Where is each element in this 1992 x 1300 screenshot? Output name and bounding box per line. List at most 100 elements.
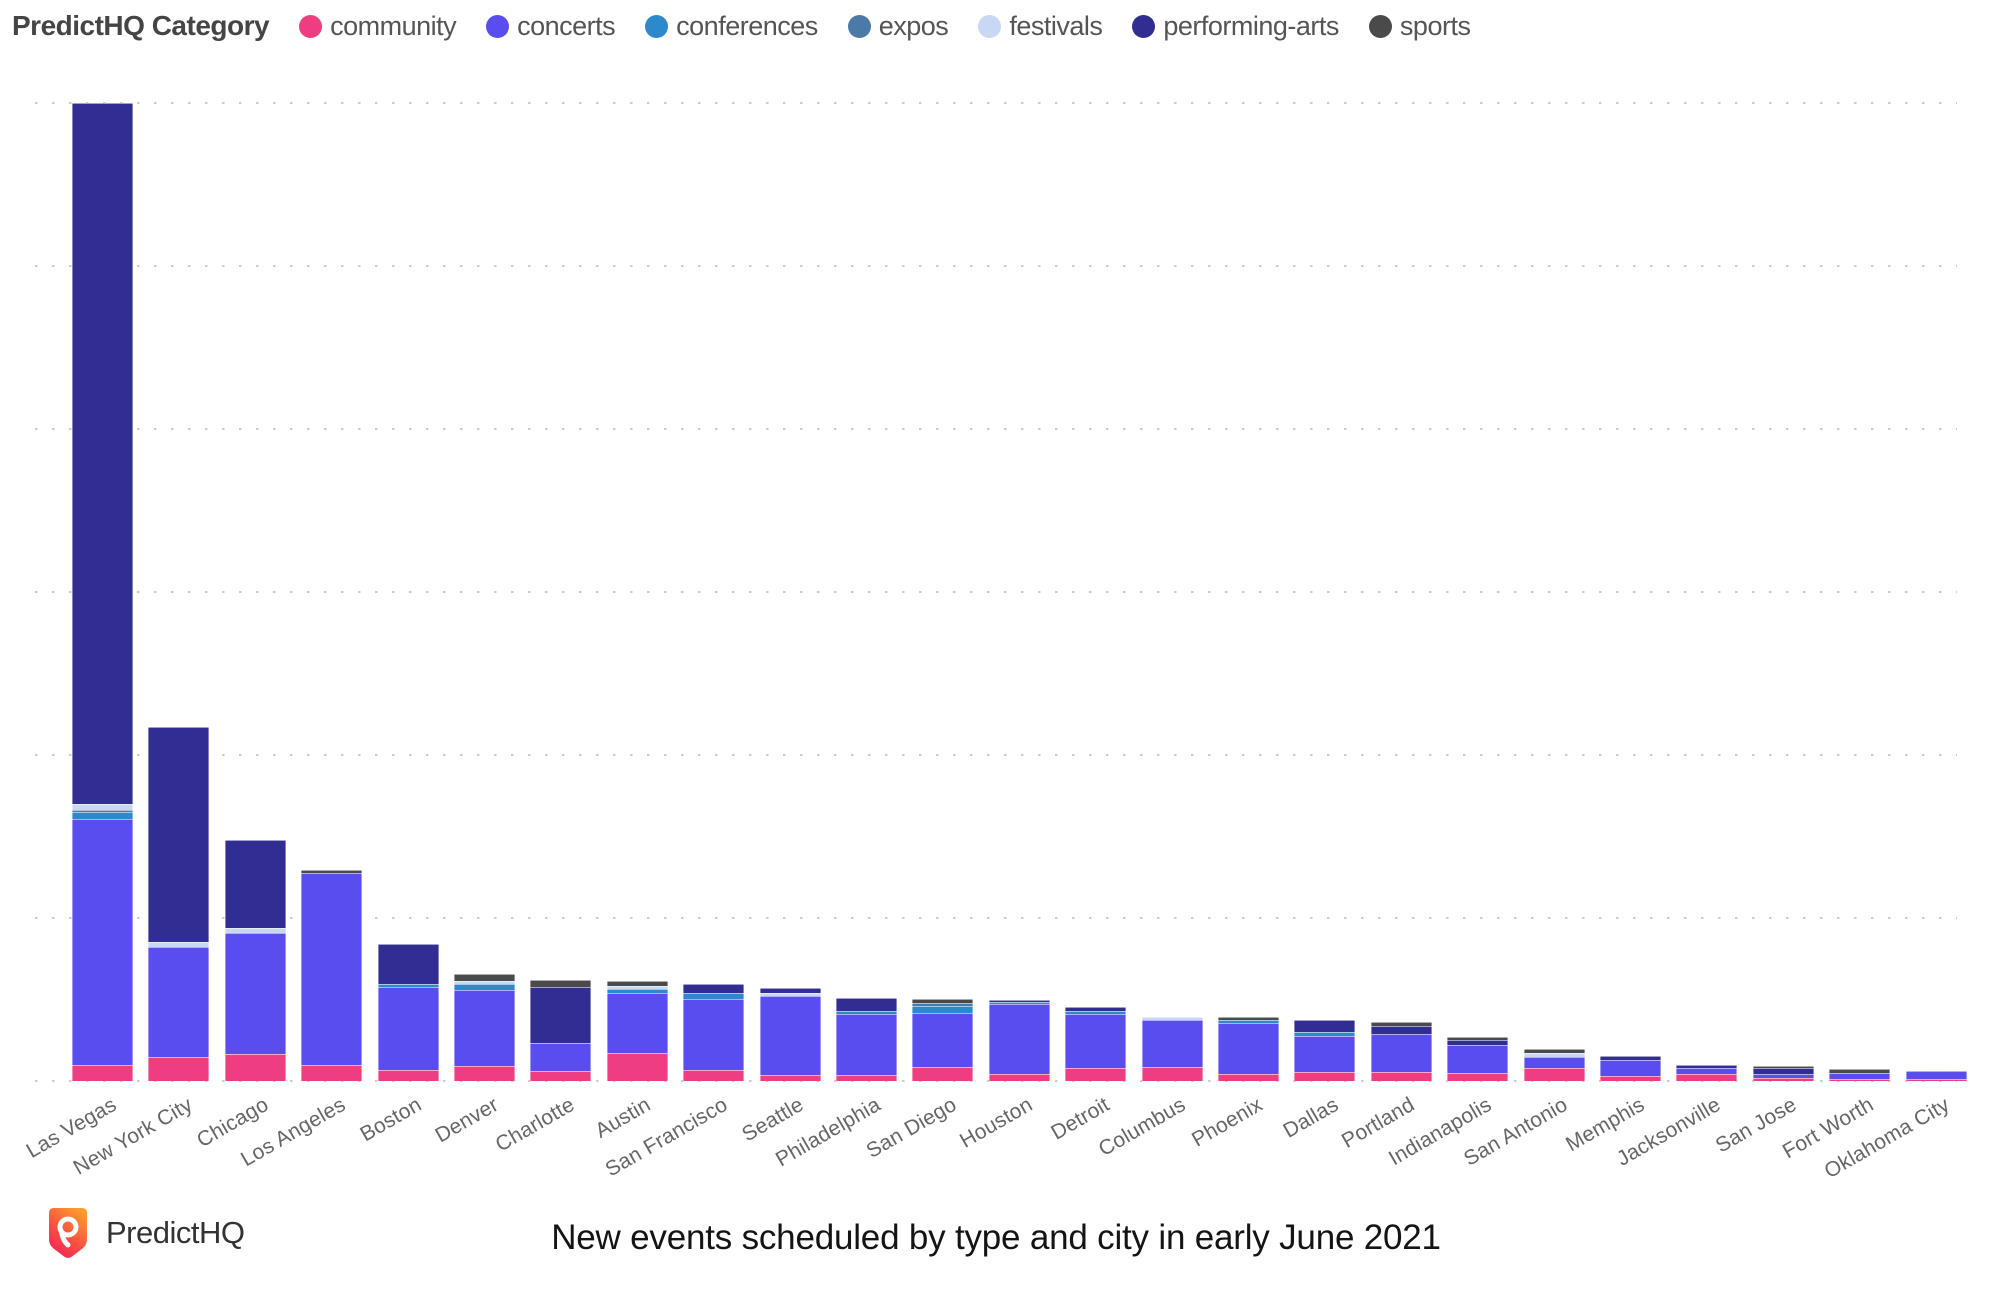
bar-segment-community[interactable] (454, 1066, 515, 1081)
bar-segment-community[interactable] (1294, 1072, 1356, 1081)
bar-segment-concerts[interactable] (912, 1013, 974, 1067)
bar-segment-concerts[interactable] (530, 1043, 592, 1071)
bar-segment-performing-arts[interactable] (1294, 1020, 1356, 1032)
bar-segment-community[interactable] (1523, 1068, 1585, 1081)
legend-item-expos[interactable]: expos (847, 11, 949, 42)
legend-item-festivals[interactable]: festivals (978, 11, 1103, 42)
bar-segment-community[interactable] (1676, 1074, 1738, 1081)
bar-segment-conferences[interactable] (988, 1002, 1050, 1004)
bar-segment-concerts[interactable] (72, 819, 133, 1065)
bar-segment-concerts[interactable] (1370, 1034, 1432, 1072)
bar-segment-festivals[interactable] (1141, 1017, 1203, 1020)
bar-segment-concerts[interactable] (1523, 1057, 1585, 1068)
bar-segment-concerts[interactable] (454, 990, 515, 1066)
bar-segment-concerts[interactable] (1905, 1071, 1967, 1079)
bar-segment-performing-arts[interactable] (836, 998, 897, 1011)
bar-segment-sports[interactable] (912, 999, 974, 1003)
bar-segment-performing-arts[interactable] (1600, 1056, 1661, 1060)
bar-segment-concerts[interactable] (683, 999, 745, 1070)
bar-segment-community[interactable] (1600, 1076, 1661, 1081)
bar-segment-community[interactable] (683, 1070, 745, 1081)
bar-segment-community[interactable] (1218, 1074, 1279, 1081)
bar-segment-performing-arts[interactable] (1447, 1040, 1509, 1045)
bar-segment-conferences[interactable] (836, 1011, 897, 1014)
bar-segment-sports[interactable] (1523, 1049, 1585, 1053)
bar-segment-concerts[interactable] (1294, 1036, 1356, 1072)
bar-segment-conferences[interactable] (1218, 1020, 1279, 1023)
bar-segment-community[interactable] (72, 1065, 133, 1081)
bar-segment-expos[interactable] (72, 810, 133, 812)
bar-segment-sports[interactable] (1752, 1066, 1814, 1068)
bar-segment-conferences[interactable] (377, 984, 439, 987)
bar-segment-concerts[interactable] (1676, 1068, 1738, 1074)
bar-segment-sports[interactable] (301, 870, 363, 873)
bar-segment-concerts[interactable] (606, 993, 668, 1053)
bar-segment-concerts[interactable] (1447, 1045, 1509, 1073)
bar-segment-performing-arts[interactable] (1752, 1068, 1814, 1074)
bar-segment-community[interactable] (377, 1070, 439, 1081)
bar-segment-festivals[interactable] (148, 942, 210, 947)
bar-segment-concerts[interactable] (1600, 1060, 1661, 1076)
bar-segment-concerts[interactable] (1829, 1073, 1891, 1079)
bar-segment-performing-arts[interactable] (148, 727, 210, 942)
bar-segment-sports[interactable] (606, 981, 668, 986)
bar-segment-performing-arts[interactable] (759, 988, 821, 993)
bar-segment-community[interactable] (148, 1057, 210, 1081)
bar-segment-sports[interactable] (530, 980, 592, 987)
bar-segment-concerts[interactable] (1218, 1023, 1279, 1074)
bar-segment-performing-arts[interactable] (72, 103, 133, 804)
bar-segment-festivals[interactable] (224, 928, 286, 933)
bar-segment-performing-arts[interactable] (1065, 1007, 1127, 1011)
bar-segment-community[interactable] (1370, 1072, 1432, 1081)
bar-segment-conferences[interactable] (606, 989, 668, 993)
bar-segment-performing-arts[interactable] (988, 1000, 1050, 1002)
bar-segment-festivals[interactable] (759, 993, 821, 996)
bar-segment-concerts[interactable] (377, 987, 439, 1070)
bar-segment-performing-arts[interactable] (530, 987, 592, 1043)
bar-segment-festivals[interactable] (606, 986, 668, 989)
bar-segment-conferences[interactable] (72, 812, 133, 819)
bar-segment-community[interactable] (1065, 1068, 1127, 1081)
bar-segment-concerts[interactable] (759, 996, 821, 1075)
bar-segment-community[interactable] (1752, 1078, 1814, 1081)
bar-segment-performing-arts[interactable] (683, 984, 745, 993)
bar-segment-conferences[interactable] (683, 993, 745, 999)
legend-item-conferences[interactable]: conferences (645, 11, 818, 42)
bar-segment-community[interactable] (1447, 1073, 1509, 1081)
bar-segment-community[interactable] (606, 1053, 668, 1081)
bar-segment-festivals[interactable] (72, 804, 133, 810)
bar-segment-conferences[interactable] (912, 1006, 974, 1013)
bar-segment-sports[interactable] (454, 974, 515, 981)
bar-segment-conferences[interactable] (1065, 1011, 1127, 1014)
bar-segment-community[interactable] (224, 1054, 286, 1081)
bar-segment-sports[interactable] (1218, 1017, 1279, 1020)
bar-segment-community[interactable] (988, 1074, 1050, 1081)
bar-segment-community[interactable] (301, 1065, 363, 1081)
bar-segment-festivals[interactable] (1523, 1053, 1585, 1057)
bar-segment-sports[interactable] (1370, 1022, 1432, 1026)
legend-item-performing-arts[interactable]: performing-arts (1132, 11, 1339, 42)
bar-segment-performing-arts[interactable] (377, 944, 439, 984)
bar-segment-concerts[interactable] (224, 933, 286, 1054)
bar-segment-concerts[interactable] (1141, 1020, 1203, 1067)
bar-segment-concerts[interactable] (1752, 1074, 1814, 1078)
bar-segment-concerts[interactable] (988, 1004, 1050, 1074)
bar-segment-concerts[interactable] (148, 947, 210, 1057)
bar-segment-performing-arts[interactable] (224, 840, 286, 928)
bar-segment-community[interactable] (1141, 1067, 1203, 1081)
bar-segment-conferences[interactable] (1294, 1032, 1356, 1036)
legend-item-community[interactable]: community (299, 11, 457, 42)
bar-segment-community[interactable] (836, 1075, 897, 1081)
bar-segment-festivals[interactable] (454, 981, 515, 984)
bar-segment-community[interactable] (912, 1067, 974, 1081)
legend-item-sports[interactable]: sports (1368, 11, 1471, 42)
bar-segment-community[interactable] (1829, 1079, 1891, 1081)
bar-segment-expos[interactable] (912, 1003, 974, 1006)
bar-segment-performing-arts[interactable] (1370, 1026, 1432, 1034)
bar-segment-sports[interactable] (1829, 1069, 1891, 1073)
bar-segment-conferences[interactable] (454, 984, 515, 990)
bar-segment-sports[interactable] (1447, 1037, 1509, 1040)
bar-segment-concerts[interactable] (1065, 1014, 1127, 1068)
bar-segment-concerts[interactable] (836, 1014, 897, 1075)
bar-segment-community[interactable] (530, 1071, 592, 1081)
